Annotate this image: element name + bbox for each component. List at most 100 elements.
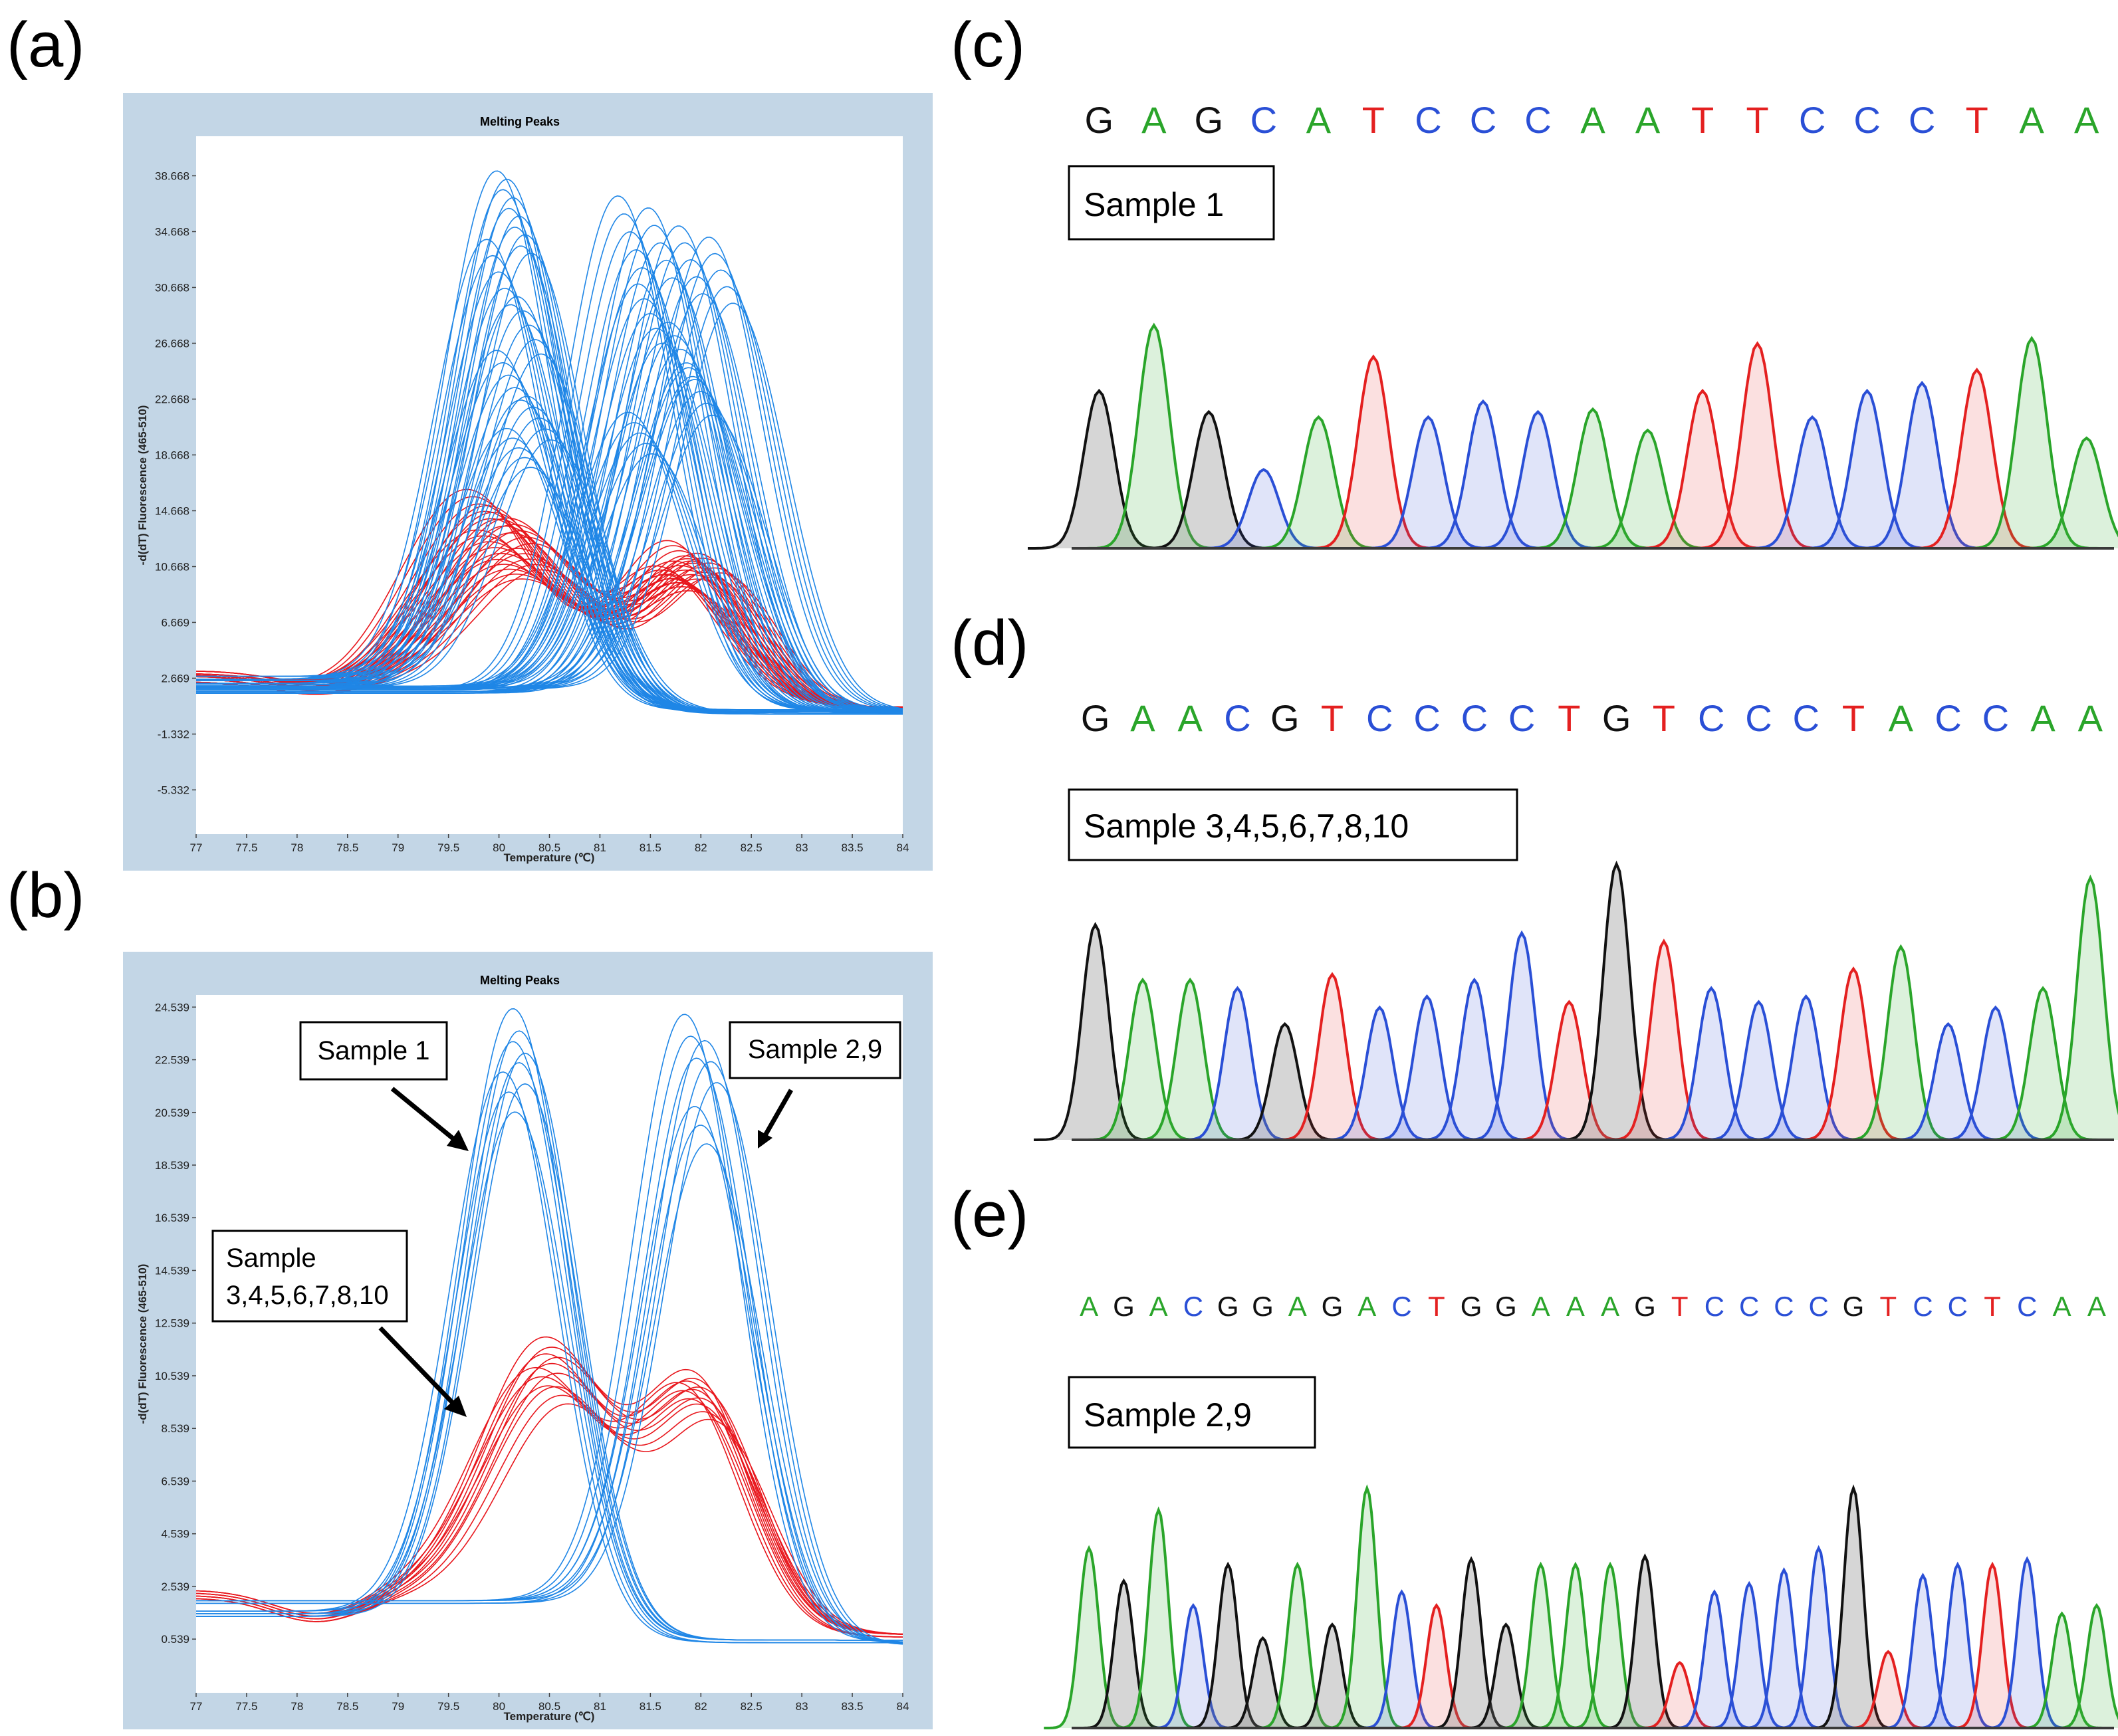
base-call-letter: C bbox=[1948, 1291, 1968, 1322]
base-call-letter: G bbox=[1195, 99, 1224, 141]
blue-melting-curve bbox=[196, 414, 903, 714]
trace-peak-fill bbox=[1521, 409, 1665, 548]
blue-melting-curve bbox=[196, 1111, 903, 1644]
trace-peak bbox=[1839, 944, 1962, 1141]
trace-peak-fill bbox=[1113, 1510, 1204, 1728]
x-tick-label: 82 bbox=[695, 841, 707, 854]
y-tick-label: -5.332 bbox=[158, 784, 189, 796]
trace-peak-fill bbox=[1270, 974, 1394, 1140]
trace-peak bbox=[1565, 1561, 1656, 1729]
x-tick-label: 77 bbox=[190, 841, 203, 854]
base-call-letter: C bbox=[1799, 99, 1825, 141]
base-call-letter: C bbox=[1909, 99, 1935, 141]
base-call-letter: T bbox=[1362, 99, 1385, 141]
trace-peak-fill bbox=[1631, 391, 1774, 548]
base-call-letter: C bbox=[1415, 99, 1441, 141]
trace-peak-fill bbox=[1565, 1565, 1656, 1728]
trace-peak-fill bbox=[1697, 1002, 1821, 1140]
trace-peak-fill bbox=[1413, 980, 1536, 1140]
trace-peak-fill bbox=[1912, 1565, 2003, 1728]
blue-melting-curve bbox=[196, 1083, 903, 1641]
y-axis-label: -d(dT) Fluorescence (465-510) bbox=[136, 405, 149, 566]
trace-peak-fill bbox=[1792, 968, 1915, 1140]
y-tick-label: 6.669 bbox=[161, 616, 189, 629]
trace-peak-fill bbox=[1192, 469, 1336, 548]
panel-label-c: (c) bbox=[951, 9, 1025, 80]
base-call-letter: T bbox=[1984, 1291, 2001, 1322]
trace-peak-fill bbox=[1175, 988, 1300, 1140]
base-call-letter: C bbox=[1508, 697, 1535, 739]
trace-peak-fill bbox=[1461, 1624, 1552, 1728]
red-melting-curve bbox=[195, 1372, 903, 1635]
callout-text-line1: Sample bbox=[226, 1244, 316, 1273]
x-axis-label: Temperature (℃) bbox=[504, 851, 595, 864]
y-tick-label: 20.539 bbox=[155, 1107, 189, 1119]
x-tick-label: 82 bbox=[695, 1700, 707, 1713]
trace-peak bbox=[1686, 341, 1829, 550]
chart-title: Melting Peaks bbox=[480, 974, 560, 987]
base-call-letter: A bbox=[2087, 1291, 2106, 1322]
base-call-letter: C bbox=[1935, 697, 1961, 739]
trace-peak bbox=[2028, 874, 2118, 1141]
x-tick-label: 78 bbox=[291, 1700, 303, 1713]
base-call-letter: C bbox=[1913, 1291, 1933, 1322]
base-call-letter: T bbox=[1558, 697, 1580, 739]
trace-peak-fill bbox=[1886, 1024, 2010, 1140]
trace-peak bbox=[1530, 1561, 1621, 1729]
base-call-letter: T bbox=[1879, 1291, 1897, 1322]
y-tick-label: 14.668 bbox=[155, 504, 189, 517]
trace-peak bbox=[1034, 922, 1157, 1141]
trace-peak-fill bbox=[1467, 411, 1609, 548]
base-call-letter: G bbox=[1461, 1291, 1482, 1322]
x-tick-label: 78.5 bbox=[336, 841, 358, 854]
trace-peak-fill bbox=[1981, 988, 2105, 1140]
trace-peak-fill bbox=[1356, 1592, 1447, 1728]
callout-sample-2-9: Sample 2,9 bbox=[729, 1021, 901, 1148]
base-call-letter: G bbox=[1634, 1291, 1656, 1322]
base-call-letter: G bbox=[1084, 99, 1114, 141]
blue-melting-curve bbox=[196, 302, 903, 709]
trace-peak-fill bbox=[2051, 1605, 2118, 1728]
base-call-letter: A bbox=[1178, 697, 1203, 739]
base-call-letter: T bbox=[1321, 697, 1344, 739]
x-tick-label: 79.5 bbox=[437, 1700, 459, 1713]
trace-peak-fill bbox=[1839, 946, 1962, 1140]
y-tick-label: 18.668 bbox=[155, 449, 189, 461]
base-call-letter: A bbox=[2030, 697, 2056, 739]
trace-peak-fill bbox=[1365, 996, 1489, 1140]
base-call-letter: C bbox=[1183, 1291, 1203, 1322]
trace-peak-fill bbox=[1495, 1565, 1586, 1728]
base-call-letter: C bbox=[1524, 99, 1551, 141]
trace-peak-fill bbox=[1576, 430, 1719, 548]
base-call-letter: A bbox=[1889, 697, 1914, 739]
base-call-letter: A bbox=[1635, 99, 1661, 141]
y-tick-label: 16.539 bbox=[155, 1212, 189, 1224]
panel-label-b: (b) bbox=[7, 860, 84, 931]
trace-peak-fill bbox=[1082, 325, 1226, 548]
base-call-letter: G bbox=[1113, 1291, 1135, 1322]
trace-peak bbox=[1426, 1556, 1516, 1729]
x-tick-label: 80.5 bbox=[538, 841, 560, 854]
base-call-letter: A bbox=[1306, 99, 1332, 141]
trace-peak bbox=[1044, 1545, 1135, 1729]
y-tick-label: 10.668 bbox=[155, 560, 189, 573]
trace-peak-fill bbox=[1034, 924, 1157, 1140]
trace-peak bbox=[1081, 977, 1205, 1141]
base-call-letter: A bbox=[1141, 99, 1167, 141]
x-tick-label: 84 bbox=[897, 841, 909, 854]
y-tick-label: 10.539 bbox=[155, 1370, 189, 1382]
trace-peak-fill bbox=[1287, 1624, 1377, 1728]
x-tick-label: 82.5 bbox=[741, 841, 763, 854]
y-axis-label: -d(dT) Fluorescence (465-510) bbox=[136, 1264, 149, 1424]
trace-peak-fill bbox=[1217, 1638, 1308, 1728]
y-tick-label: 4.539 bbox=[161, 1528, 189, 1541]
base-call-letter: C bbox=[1413, 697, 1440, 739]
x-tick-label: 78 bbox=[291, 841, 303, 854]
trace-peak bbox=[1912, 1561, 2003, 1729]
trace-peak-fill bbox=[1223, 1024, 1347, 1140]
base-call-letter: C bbox=[1705, 1291, 1724, 1322]
base-call-letter: T bbox=[1966, 99, 1988, 141]
trace-peak-fill bbox=[1302, 356, 1445, 548]
base-call-letter: G bbox=[1081, 697, 1110, 739]
